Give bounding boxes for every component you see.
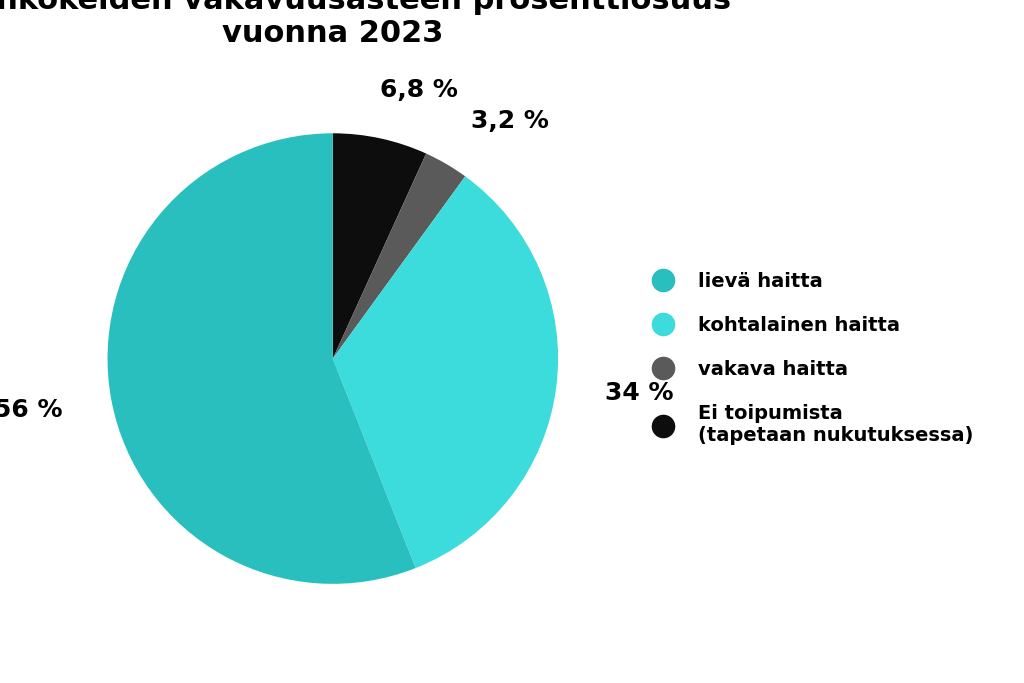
Title: Eläinkokeiden vakavuusasteen prosenttiosuus
vuonna 2023: Eläinkokeiden vakavuusasteen prosenttios… bbox=[0, 0, 731, 48]
Wedge shape bbox=[108, 133, 416, 584]
Text: 3,2 %: 3,2 % bbox=[471, 109, 549, 133]
Wedge shape bbox=[333, 176, 558, 568]
Text: 6,8 %: 6,8 % bbox=[380, 78, 458, 102]
Text: 56 %: 56 % bbox=[0, 398, 62, 422]
Wedge shape bbox=[333, 133, 426, 359]
Wedge shape bbox=[333, 154, 465, 359]
Legend: lievä haitta, kohtalainen haitta, vakava haitta, Ei toipumista
(tapetaan nukutuk: lievä haitta, kohtalainen haitta, vakava… bbox=[635, 264, 981, 454]
Text: 34 %: 34 % bbox=[605, 381, 674, 405]
